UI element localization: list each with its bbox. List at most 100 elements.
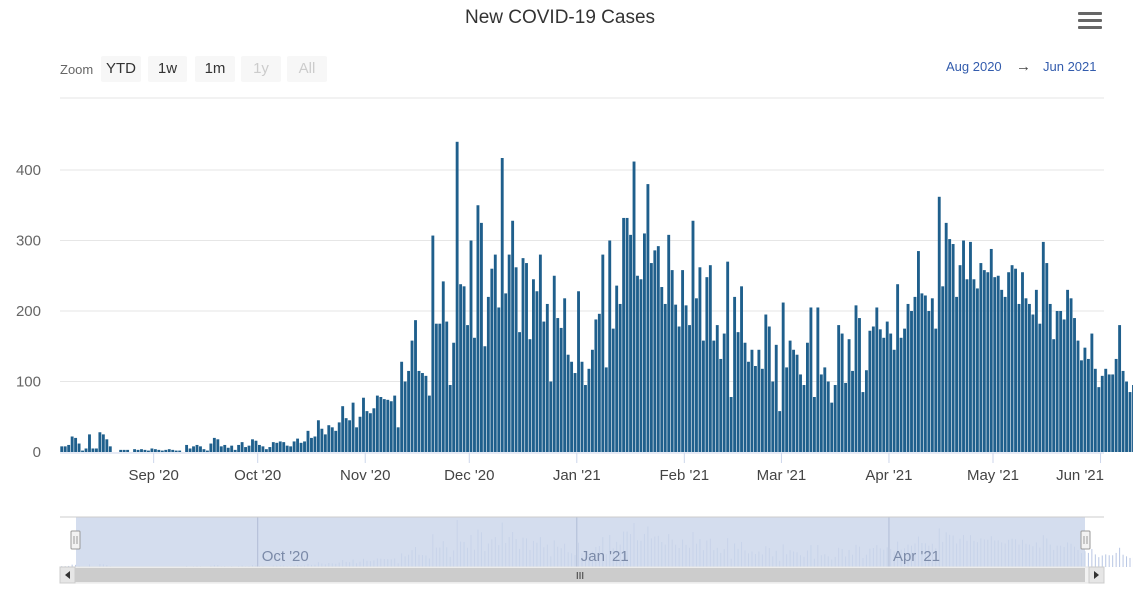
bar[interactable] (864, 370, 868, 452)
bar[interactable] (996, 275, 1000, 452)
bar[interactable] (310, 437, 313, 452)
bar[interactable] (1038, 323, 1042, 452)
bar[interactable] (192, 446, 195, 452)
bar[interactable] (1090, 333, 1094, 452)
bar[interactable] (164, 449, 168, 452)
bar[interactable] (320, 428, 324, 452)
scrollbar-thumb[interactable] (75, 568, 1085, 582)
bar[interactable] (615, 285, 619, 452)
navigator-left-handle-box[interactable] (70, 530, 81, 550)
bar[interactable] (223, 444, 227, 452)
bar[interactable] (1114, 358, 1118, 452)
bar[interactable] (774, 344, 778, 452)
bar[interactable] (133, 449, 137, 452)
bar[interactable] (667, 234, 671, 452)
bar[interactable] (760, 368, 764, 452)
bar[interactable] (757, 349, 761, 452)
bar[interactable] (254, 440, 258, 452)
bar[interactable] (785, 367, 789, 452)
navigator-right-handle-box[interactable] (1080, 530, 1091, 550)
bar[interactable] (903, 328, 906, 453)
bar[interactable] (233, 449, 237, 452)
bar[interactable] (264, 449, 268, 452)
bar[interactable] (81, 450, 84, 452)
bar[interactable] (962, 240, 965, 453)
bar[interactable] (799, 374, 802, 452)
bar[interactable] (466, 325, 469, 452)
bar[interactable] (126, 449, 130, 452)
navigator[interactable]: Oct '20 Jan '21 Apr '21 (60, 516, 1133, 567)
bar[interactable] (1041, 241, 1045, 452)
bar[interactable] (504, 293, 508, 453)
bar[interactable] (368, 413, 372, 452)
zoom-ytd-button[interactable]: YTD (101, 56, 141, 82)
bar[interactable] (178, 450, 182, 452)
bar[interactable] (649, 263, 653, 452)
bar[interactable] (764, 314, 768, 452)
bar[interactable] (393, 395, 397, 452)
bar[interactable] (486, 296, 490, 452)
bar[interactable] (400, 361, 404, 452)
bar[interactable] (525, 263, 528, 452)
bar[interactable] (452, 342, 456, 452)
bar[interactable] (677, 326, 681, 452)
bar[interactable] (1027, 303, 1031, 452)
bar[interactable] (767, 326, 771, 452)
bar[interactable] (185, 444, 189, 452)
bar[interactable] (1125, 381, 1128, 453)
bar[interactable] (521, 258, 525, 453)
bar[interactable] (1048, 303, 1052, 452)
bar[interactable] (681, 270, 685, 452)
bar[interactable] (1093, 368, 1097, 452)
bar[interactable] (556, 318, 560, 452)
bar[interactable] (316, 420, 320, 452)
bar[interactable] (1014, 268, 1017, 452)
bar[interactable] (375, 395, 379, 452)
bar[interactable] (1010, 265, 1014, 452)
bar[interactable] (1128, 392, 1132, 452)
bar[interactable] (733, 296, 737, 452)
bar[interactable] (722, 333, 726, 452)
bar[interactable] (604, 367, 608, 452)
bar[interactable] (497, 307, 501, 452)
bar[interactable] (937, 196, 941, 452)
bar[interactable] (608, 240, 612, 453)
bar[interactable] (788, 340, 792, 452)
bar[interactable] (122, 449, 126, 452)
bar[interactable] (337, 422, 341, 452)
bar[interactable] (160, 450, 164, 452)
bar[interactable] (483, 346, 487, 452)
bar[interactable] (147, 450, 150, 452)
bar[interactable] (299, 442, 303, 452)
bar[interactable] (819, 374, 823, 452)
bar[interactable] (1000, 289, 1004, 452)
bar[interactable] (372, 408, 376, 452)
bar[interactable] (563, 298, 567, 452)
bar[interactable] (1073, 318, 1076, 452)
bar[interactable] (944, 222, 948, 453)
bar[interactable] (719, 358, 723, 452)
bar[interactable] (455, 141, 459, 453)
bar[interactable] (1066, 289, 1070, 452)
bar[interactable] (629, 234, 632, 452)
bar[interactable] (91, 448, 95, 452)
bar[interactable] (500, 158, 504, 452)
scrollbar[interactable]: III (59, 566, 1105, 584)
bar[interactable] (67, 444, 71, 452)
bar[interactable] (171, 449, 175, 452)
bar[interactable] (341, 406, 345, 452)
bar[interactable] (643, 233, 646, 452)
bar[interactable] (1017, 303, 1021, 452)
bar[interactable] (1121, 370, 1125, 452)
bar[interactable] (230, 445, 234, 452)
bar[interactable] (826, 381, 830, 453)
bar[interactable] (511, 220, 515, 452)
bar[interactable] (975, 288, 979, 452)
bar[interactable] (542, 321, 546, 452)
bar[interactable] (153, 449, 157, 452)
bar[interactable] (670, 270, 674, 452)
bar[interactable] (729, 397, 733, 452)
bar[interactable] (1003, 296, 1007, 452)
bar[interactable] (105, 439, 109, 452)
bar[interactable] (934, 328, 938, 453)
